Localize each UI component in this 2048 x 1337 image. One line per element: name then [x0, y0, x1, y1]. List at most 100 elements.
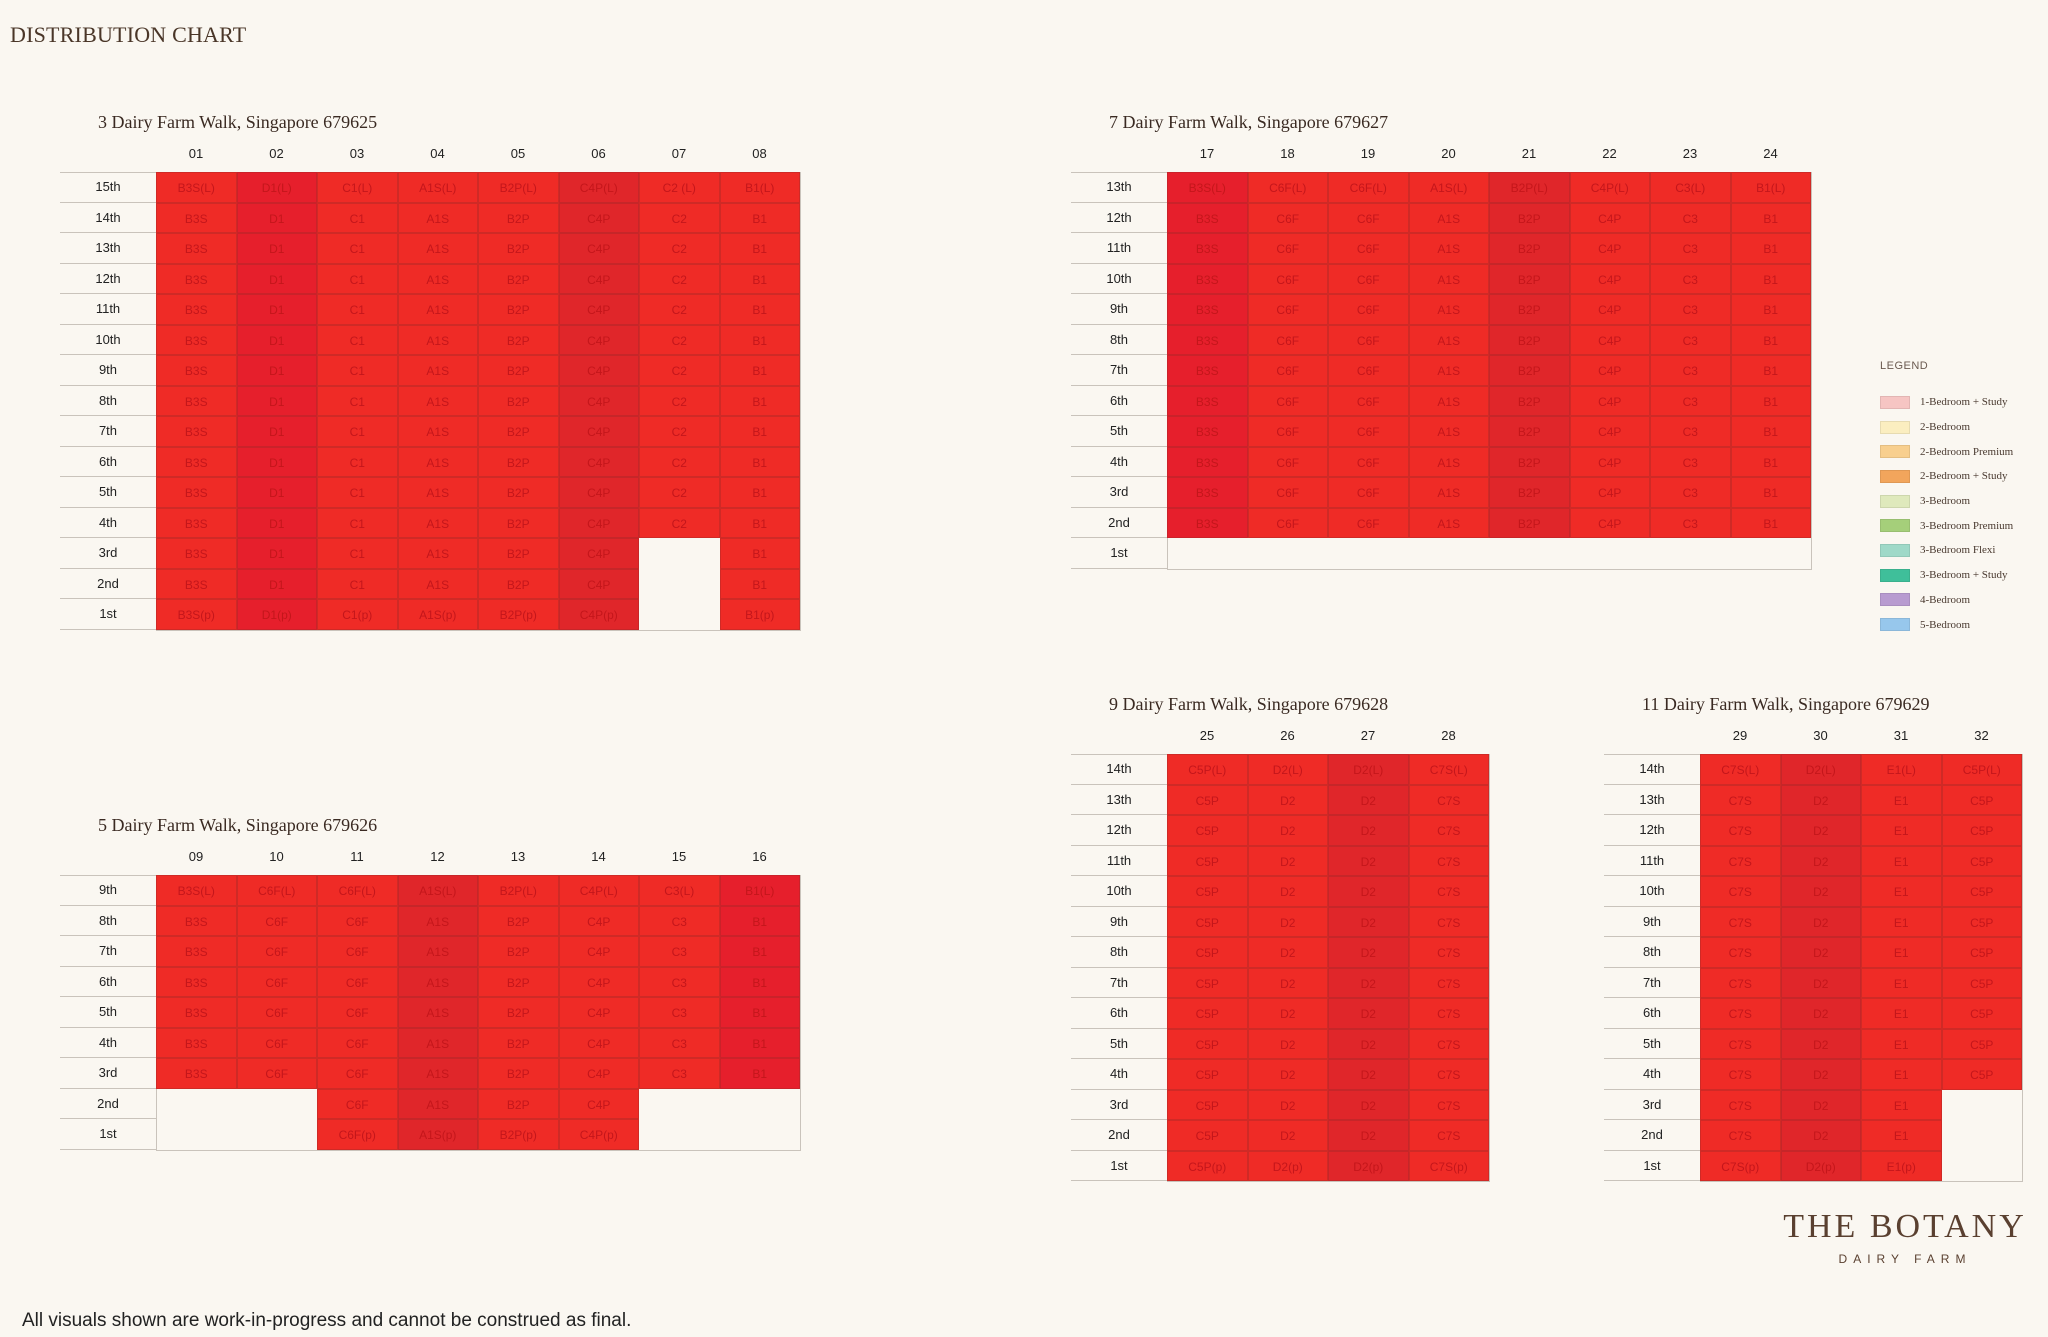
unit-cell: B3S	[156, 263, 237, 294]
unit-cell: D2	[1328, 876, 1409, 907]
legend-item: 2-Bedroom Premium	[1880, 439, 2013, 464]
unit-cell: E1	[1861, 784, 1942, 815]
stack-number: 31	[1893, 728, 1909, 743]
unit-cell: C1	[317, 233, 398, 264]
stack-number: 26	[1280, 728, 1295, 743]
stack-number: 18	[1280, 146, 1295, 161]
unit-cell: D2	[1780, 1028, 1861, 1059]
unit-cell: D2	[1247, 937, 1328, 968]
unit-cell: C5P	[1167, 937, 1248, 968]
unit-cell: C5P	[1941, 967, 2022, 998]
unit-cell: C7S	[1700, 1120, 1781, 1151]
legend-swatch	[1880, 618, 1910, 632]
unit-cell: B2P(p)	[478, 1119, 559, 1150]
floor-label: 9th	[60, 355, 156, 386]
unit-cell: D2(L)	[1328, 754, 1409, 785]
unit-cell: E1	[1861, 937, 1942, 968]
disclaimer: All visuals shown are work-in-progress a…	[22, 1310, 632, 1331]
unit-cell: C4P	[558, 936, 639, 967]
unit-cell: D2	[1328, 967, 1409, 998]
unit-cell: C1	[317, 507, 398, 538]
legend-item: 3-Bedroom Premium	[1880, 513, 2013, 538]
unit-cell: C5P	[1167, 1089, 1248, 1120]
unit-cell: C4P(p)	[558, 1119, 639, 1150]
unit-cell: C2	[639, 416, 720, 447]
stack-number: 06	[591, 146, 606, 161]
stack-number: 29	[1732, 728, 1748, 743]
unit-cell: B2P	[478, 416, 559, 447]
stack-number: 25	[1199, 728, 1215, 743]
unit-cell: A1S	[1408, 294, 1489, 325]
unit-cell: C4P	[558, 538, 639, 569]
unit-cell: C6F	[1247, 263, 1328, 294]
unit-cell: C1	[317, 355, 398, 386]
unit-cell: C6F	[1247, 355, 1328, 386]
unit-cell: C1	[317, 324, 398, 355]
unit-cell: C7S	[1700, 1059, 1781, 1090]
floor-label: 4th	[60, 1028, 156, 1058]
unit-cell: C7S	[1408, 1089, 1489, 1120]
legend-label: 3-Bedroom + Study	[1920, 569, 2008, 582]
unit-cell: D2	[1780, 1089, 1861, 1120]
floor-label: 5th	[60, 477, 156, 508]
unit-cell: C6F	[1247, 294, 1328, 325]
unit-cell: C6F	[1328, 385, 1409, 416]
stack-number: 02	[269, 146, 284, 161]
legend-swatch	[1880, 420, 1910, 434]
unit-cell: D2(p)	[1328, 1150, 1409, 1181]
unit-cell: C7S	[1408, 967, 1489, 998]
unit-cell: D1	[236, 324, 317, 355]
unit-cell: C1	[317, 446, 398, 477]
unit-cell: B3S	[156, 233, 237, 264]
floor-label: 3rd	[1071, 477, 1167, 508]
floor-label: 6th	[60, 447, 156, 477]
floor-label: 11th	[1604, 846, 1700, 876]
unit-cell: D2	[1328, 1028, 1409, 1059]
unit-cell: A1S	[397, 355, 478, 386]
unit-cell: C6F	[236, 966, 317, 997]
unit-cell: A1S(L)	[397, 875, 478, 906]
unit-cell: B1	[719, 568, 800, 599]
unit-cell: C7S	[1408, 998, 1489, 1029]
floor-label: 11th	[60, 294, 156, 325]
floor-label: 9th	[60, 875, 156, 906]
unit-cell: B2P	[1489, 446, 1570, 477]
unit-cell: B2P	[478, 294, 559, 325]
unit-cell: C6F	[236, 1058, 317, 1089]
unit-cell: D1(p)	[236, 599, 317, 630]
unit-cell: A1S(p)	[397, 1119, 478, 1150]
unit-cell: B1(p)	[719, 599, 800, 630]
floor-label: 2nd	[1071, 508, 1167, 538]
stack-number: 12	[430, 849, 445, 864]
unit-cell: E1	[1861, 815, 1942, 846]
unit-cell: C5P	[1167, 906, 1248, 937]
stack-number: 15	[671, 849, 687, 864]
unit-cell: C7S	[1700, 1028, 1781, 1059]
unit-cell: C7S	[1408, 937, 1489, 968]
floor-label: 12th	[60, 264, 156, 294]
unit-cell: C4P	[558, 385, 639, 416]
unit-cell: C6F	[317, 905, 398, 936]
unit-cell: E1	[1861, 906, 1942, 937]
unit-cell: C1(p)	[317, 599, 398, 630]
unit-cell: C6F	[1328, 202, 1409, 233]
legend-title: LEGEND	[1880, 360, 1929, 372]
unit-cell: A1S	[1408, 324, 1489, 355]
unit-cell: C4P	[1569, 477, 1650, 508]
floor-label: 3rd	[1071, 1090, 1167, 1120]
stack-number: 30	[1813, 728, 1828, 743]
unit-cell: C3	[1650, 446, 1731, 477]
unit-cell: C5P	[1167, 998, 1248, 1029]
unit-cell: C4P	[558, 905, 639, 936]
unit-cell: B3S	[1167, 202, 1248, 233]
unit-cell: C6F	[1247, 233, 1328, 264]
unit-cell: B2P(L)	[1489, 172, 1570, 203]
floor-label: 2nd	[60, 1089, 156, 1119]
unit-cell: B3S	[1167, 233, 1248, 264]
unit-cell: B3S	[156, 1027, 237, 1058]
unit-cell: D2	[1328, 937, 1409, 968]
unit-cell: B2P	[478, 324, 559, 355]
floor-label: 2nd	[1604, 1120, 1700, 1151]
unit-cell: B1	[719, 997, 800, 1028]
unit-cell: B1	[719, 416, 800, 447]
